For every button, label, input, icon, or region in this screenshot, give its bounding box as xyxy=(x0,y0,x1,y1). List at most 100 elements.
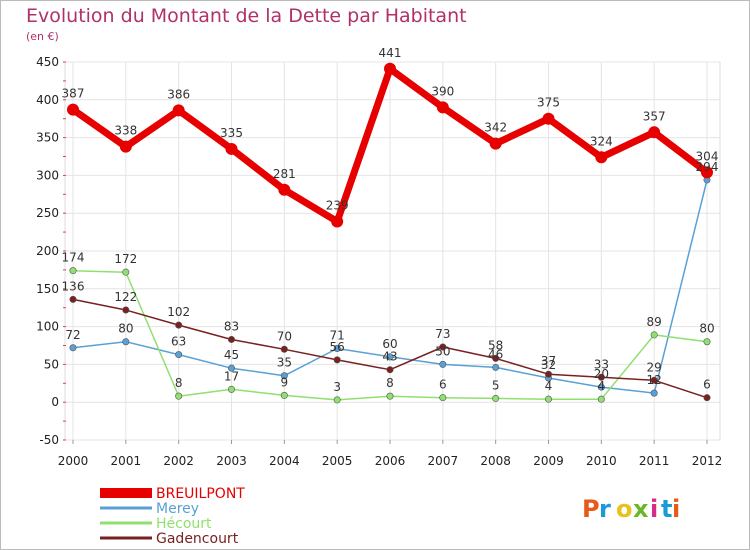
x-tick-label-4: 2004 xyxy=(269,454,300,468)
legend-swatch-merey xyxy=(100,506,152,510)
data-point-breuilpont-7 xyxy=(436,101,449,114)
data-label-merey-4: 35 xyxy=(277,356,292,370)
data-label-hcourt-11: 89 xyxy=(647,315,662,329)
series-points xyxy=(67,62,713,404)
legend-label-merey: Merey xyxy=(156,501,199,517)
data-label-merey-0: 72 xyxy=(65,328,80,342)
data-point-breuilpont-9 xyxy=(542,112,555,125)
data-point-breuilpont-6 xyxy=(384,62,396,75)
data-label-gadencourt-9: 37 xyxy=(541,354,556,368)
data-point-gadencourt-10 xyxy=(597,373,605,381)
data-point-hcourt-4 xyxy=(280,391,288,399)
data-point-merey-0 xyxy=(69,344,77,352)
y-tick-label-3: 100 xyxy=(36,320,59,334)
data-label-breuilpont-9: 375 xyxy=(537,96,560,110)
data-point-hcourt-3 xyxy=(228,385,236,393)
data-label-breuilpont-12: 304 xyxy=(696,149,719,163)
data-label-hcourt-1: 172 xyxy=(114,252,137,266)
x-tick-label-5: 2005 xyxy=(322,454,353,468)
data-point-merey-6 xyxy=(386,353,394,361)
x-tick-label-7: 2007 xyxy=(428,454,459,468)
data-label-merey-9: 32 xyxy=(541,358,556,372)
y-tick-label-7: 300 xyxy=(36,168,59,182)
data-label-breuilpont-3: 335 xyxy=(220,126,243,140)
data-label-hcourt-8: 5 xyxy=(492,378,500,392)
data-point-breuilpont-3 xyxy=(225,142,238,155)
logo-letter-3: x xyxy=(633,495,649,523)
data-point-gadencourt-2 xyxy=(175,321,183,329)
data-point-breuilpont-4 xyxy=(278,183,291,196)
data-label-gadencourt-3: 83 xyxy=(224,319,239,333)
data-label-hcourt-5: 3 xyxy=(333,380,341,394)
data-point-gadencourt-0 xyxy=(69,295,77,303)
x-axis-ticks: 2000 2001 2002 2003 2004 2005 2006 2007 2008 2009… xyxy=(58,454,723,468)
data-label-gadencourt-4: 70 xyxy=(277,329,292,343)
y-tick-label-0: -50 xyxy=(39,433,59,447)
data-point-hcourt-1 xyxy=(122,268,130,276)
data-point-breuilpont-8 xyxy=(489,137,502,150)
data-point-hcourt-0 xyxy=(69,267,77,275)
data-label-gadencourt-11: 29 xyxy=(647,360,662,374)
data-label-gadencourt-1: 122 xyxy=(114,290,137,304)
data-point-gadencourt-4 xyxy=(280,345,288,353)
data-label-breuilpont-7: 390 xyxy=(431,84,454,98)
data-point-breuilpont-1 xyxy=(119,140,132,153)
data-point-hcourt-6 xyxy=(386,392,394,400)
data-point-breuilpont-10 xyxy=(595,151,608,164)
data-point-gadencourt-12 xyxy=(703,394,711,402)
y-tick-label-4: 150 xyxy=(36,282,59,296)
data-point-gadencourt-11 xyxy=(650,376,658,384)
data-point-gadencourt-8 xyxy=(492,354,500,362)
data-point-merey-2 xyxy=(175,351,183,359)
data-point-hcourt-2 xyxy=(175,392,183,400)
data-label-gadencourt-5: 56 xyxy=(330,340,345,354)
x-tick-label-12: 2012 xyxy=(692,454,723,468)
data-point-breuilpont-11 xyxy=(648,126,661,139)
data-label-merey-8: 46 xyxy=(488,347,503,361)
data-label-breuilpont-10: 324 xyxy=(590,134,613,148)
data-label-hcourt-3: 17 xyxy=(224,369,239,383)
x-tick-label-2: 2002 xyxy=(163,454,194,468)
data-label-breuilpont-8: 342 xyxy=(484,121,507,135)
data-point-breuilpont-12 xyxy=(701,166,713,179)
x-tick-label-9: 2009 xyxy=(533,454,564,468)
logo-letter-6: i xyxy=(672,495,680,523)
data-label-breuilpont-1: 338 xyxy=(114,124,137,138)
data-label-merey-1: 80 xyxy=(118,322,133,336)
data-label-gadencourt-12: 6 xyxy=(703,378,711,392)
data-point-merey-8 xyxy=(492,363,500,371)
y-tick-label-5: 200 xyxy=(36,244,59,258)
data-point-breuilpont-5 xyxy=(331,215,344,228)
legend-swatch-hcourt xyxy=(100,521,152,525)
data-label-merey-3: 45 xyxy=(224,348,239,362)
data-label-breuilpont-6: 441 xyxy=(379,46,402,60)
data-label-hcourt-10: 4 xyxy=(598,379,606,393)
data-label-hcourt-9: 4 xyxy=(545,379,553,393)
logo-letter-5: t xyxy=(661,495,672,523)
data-point-hcourt-10 xyxy=(597,395,605,403)
legend-label-gadencourt: Gadencourt xyxy=(156,531,239,547)
logo-letter-4: i xyxy=(650,495,658,523)
y-tick-label-9: 400 xyxy=(36,93,59,107)
data-point-hcourt-11 xyxy=(650,331,658,339)
data-label-hcourt-4: 9 xyxy=(281,375,289,389)
logo-letter-2: o xyxy=(616,495,633,523)
data-point-gadencourt-3 xyxy=(228,335,236,343)
grid xyxy=(63,61,721,444)
data-label-merey-6: 60 xyxy=(382,337,397,351)
data-label-gadencourt-2: 102 xyxy=(167,305,190,319)
data-point-breuilpont-2 xyxy=(172,104,185,117)
data-point-merey-1 xyxy=(122,338,130,346)
data-label-merey-11: 12 xyxy=(647,373,662,387)
data-label-merey-10: 20 xyxy=(594,367,609,381)
data-point-hcourt-7 xyxy=(439,394,447,402)
chart-subtitle: (en €) xyxy=(26,30,59,43)
y-tick-label-6: 250 xyxy=(36,206,59,220)
x-tick-label-1: 2001 xyxy=(111,454,142,468)
data-label-merey-5: 71 xyxy=(330,329,345,343)
